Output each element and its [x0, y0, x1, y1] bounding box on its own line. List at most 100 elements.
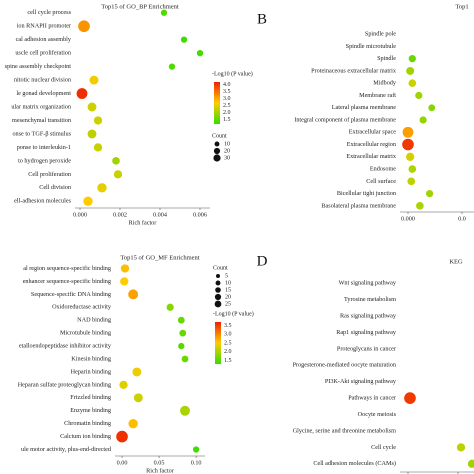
x-tick-label: 0.0 — [458, 215, 466, 222]
bubble — [166, 303, 174, 311]
y-tick-label: ule motor activity, plus-end-directed — [21, 446, 112, 453]
bubble — [408, 55, 416, 63]
y-tick-label: Cell surface — [366, 178, 396, 185]
colorbar-tick-label: 3.0 — [224, 332, 232, 338]
size-legend-label: 20 — [224, 148, 230, 154]
x-axis-label: Rich factor — [146, 467, 174, 474]
bubble — [128, 418, 138, 429]
size-legend-dot — [215, 287, 221, 293]
bubble — [402, 138, 414, 151]
bubble — [408, 165, 417, 173]
size-legend-label: 15 — [225, 287, 231, 293]
bubble — [180, 405, 190, 416]
size-legend-label: 30 — [224, 155, 230, 161]
y-tick-label: Endosome — [370, 165, 396, 172]
bubble — [406, 152, 415, 161]
x-tick-label: 0.006 — [193, 211, 207, 218]
x-axis-label: Rich factor — [129, 219, 157, 226]
y-tick-label: Oxidoreductase activity — [52, 304, 112, 311]
bubble — [97, 183, 107, 193]
y-tick-label: Enzyme binding — [70, 407, 111, 414]
size-legend-label: 20 — [225, 294, 231, 300]
bubble — [113, 170, 123, 179]
colorbar-tick-label: 2.0 — [223, 110, 231, 116]
colorbar — [215, 322, 221, 364]
y-tick-label: Basolateral plasma membrane — [321, 202, 396, 209]
color-legend-title: -Log10 (P value) — [213, 310, 254, 317]
points — [402, 55, 436, 210]
bubble — [178, 342, 185, 350]
bubble — [425, 189, 434, 198]
size-legend-dot — [213, 147, 221, 155]
colorbar — [214, 82, 220, 124]
panel: Top15 of GO_MF Enrichment 0.00 0.05 0.10 Ric… — [18, 254, 254, 474]
y-tick-label: cell cycle process — [27, 9, 71, 16]
panel: KEGD0.000.01Wnt signaling pathwayTyrosin… — [257, 253, 474, 474]
bubble — [76, 88, 88, 99]
y-tick-label: ular matrix organization — [11, 103, 71, 110]
colorbar-tick-label: 1.5 — [224, 358, 232, 364]
x-tick-label: 0.05 — [154, 459, 165, 466]
bubble — [87, 129, 97, 139]
bubble — [168, 63, 176, 70]
x-tick-label: 0.000 — [401, 215, 415, 222]
y-tick-label: cal adhesion assembly — [16, 36, 72, 43]
y-tick-label: Proteinaceous extracellular matrix — [311, 67, 397, 74]
y-tick-label: Midbody — [373, 80, 397, 87]
y-tick-label: Rap1 signaling pathway — [336, 329, 397, 336]
y-tick-label: NAD binding — [77, 317, 111, 324]
x-tick-label: 0.002 — [113, 211, 127, 218]
points — [76, 9, 204, 206]
size-legend-label: 10 — [225, 280, 231, 286]
bubble — [419, 116, 427, 124]
y-tick-label: Frizzled binding — [70, 394, 111, 401]
bubble — [87, 102, 97, 112]
colorbar-tick-label: 3.5 — [224, 323, 232, 329]
bubble — [415, 91, 423, 100]
y-tick-label: Progesterone-mediated oocyte maturation — [293, 362, 396, 369]
y-tick-label: ion RNAPII promoter — [17, 23, 71, 30]
y-tick-label: Tyrosine metabolism — [344, 296, 396, 303]
size-legend-label: 25 — [225, 301, 231, 307]
colorbar-tick-label: 3.5 — [223, 89, 231, 95]
bubble — [408, 79, 417, 88]
colorbar-tick-label: 2.5 — [224, 340, 232, 346]
y-tick-label: Microtubule binding — [60, 330, 111, 337]
bubble — [83, 196, 93, 206]
size-legend-label: 5 — [225, 273, 228, 279]
y-tick-label: Calcium ion binding — [60, 433, 111, 440]
y-tick-label: Heparan sulfate proteoglycan binding — [18, 381, 111, 388]
y-tick-label: to hydrogen peroxide — [18, 157, 71, 164]
bubble — [93, 143, 103, 152]
y-tick-label: le gonad development — [16, 90, 71, 97]
bubble — [133, 393, 143, 403]
y-tick-label: Extracellular region — [347, 141, 396, 148]
y-tick-label: Sequence-specific DNA binding — [31, 291, 111, 298]
y-tick-label: spine assembly checkpoint — [5, 63, 72, 70]
points — [404, 392, 474, 468]
chart-title: Top1 — [455, 3, 468, 10]
y-tick-label: Cell cycle — [371, 444, 396, 451]
bubble — [402, 126, 414, 138]
bubble — [180, 36, 188, 43]
y-tick-label: Extracellular matrix — [346, 153, 397, 160]
chart-title: Top15 of GO_MF Enrichment — [120, 254, 199, 261]
colorbar-tick-label: 2.0 — [224, 349, 232, 355]
y-tick-label: Spindle — [377, 55, 396, 62]
y-tick-label: enhancer sequence-specific binding — [23, 278, 111, 285]
y-tick-label: Cell division — [39, 184, 71, 191]
bubble — [428, 104, 436, 112]
y-tick-label: Heparin binding — [71, 368, 111, 375]
bubble — [132, 367, 142, 377]
y-tick-label: onse to TGF-β stimulus — [12, 130, 71, 137]
color-legend-title: -Log10 (P value) — [212, 70, 253, 77]
x-tick-label: 0.00 — [117, 459, 128, 466]
bubble — [89, 75, 99, 85]
bubble — [407, 177, 416, 186]
points — [116, 264, 200, 453]
y-tick-label: Spindle pole — [365, 31, 396, 38]
y-tick-label: PI3K-Akt signaling pathway — [325, 378, 397, 385]
colorbar-tick-label: 2.5 — [223, 103, 231, 109]
